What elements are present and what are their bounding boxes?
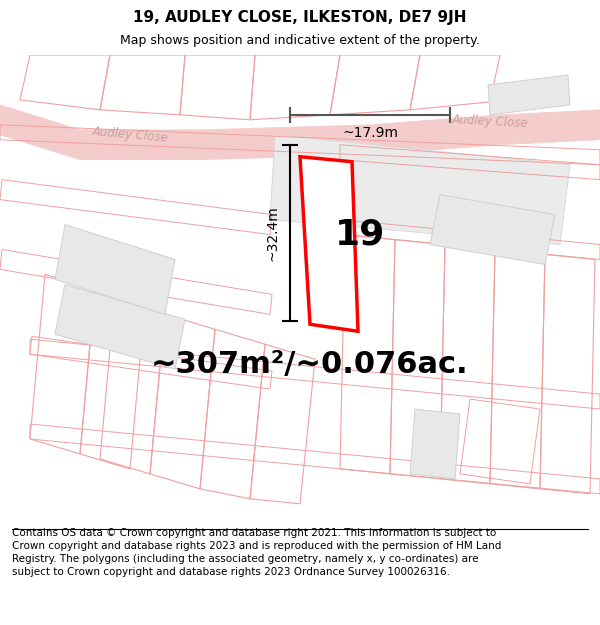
Text: ~32.4m: ~32.4m	[265, 205, 279, 261]
Polygon shape	[488, 75, 570, 115]
Text: ~17.9m: ~17.9m	[342, 126, 398, 140]
Polygon shape	[410, 409, 460, 479]
Polygon shape	[430, 194, 555, 264]
Polygon shape	[55, 284, 185, 369]
Polygon shape	[55, 224, 175, 314]
Text: Contains OS data © Crown copyright and database right 2021. This information is : Contains OS data © Crown copyright and d…	[12, 528, 502, 577]
Polygon shape	[0, 105, 600, 160]
Polygon shape	[270, 135, 570, 244]
Polygon shape	[300, 157, 358, 331]
Text: Audley Close: Audley Close	[91, 125, 169, 144]
Text: 19: 19	[335, 217, 385, 251]
Text: Map shows position and indicative extent of the property.: Map shows position and indicative extent…	[120, 34, 480, 47]
Text: 19, AUDLEY CLOSE, ILKESTON, DE7 9JH: 19, AUDLEY CLOSE, ILKESTON, DE7 9JH	[133, 10, 467, 25]
Text: ~307m²/~0.076ac.: ~307m²/~0.076ac.	[151, 349, 469, 379]
Text: Audley Close: Audley Close	[452, 113, 529, 131]
